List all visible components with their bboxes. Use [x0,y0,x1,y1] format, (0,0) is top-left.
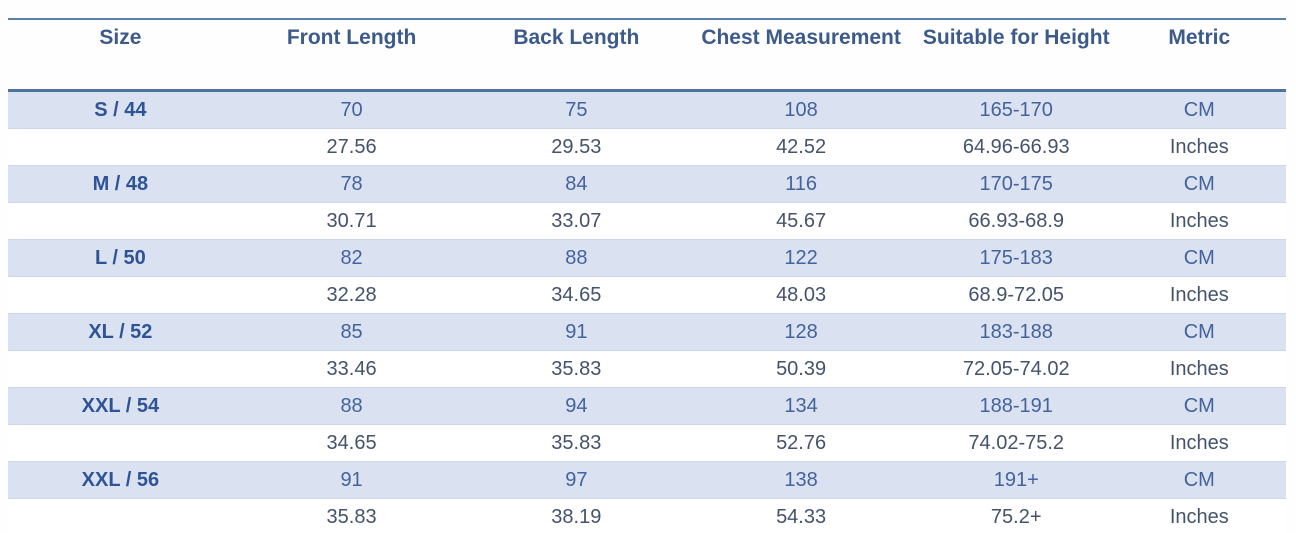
height-cell: 191+ [919,461,1113,499]
height-cell: 75.2+ [990,505,1042,528]
table-row-l50-inches: 32.28 34.65 48.03 68.9-72.05 Inches [8,276,1286,314]
back-length-cell: 75 [470,90,683,129]
size-chart-table: Size Front Length Back Length Chest Meas… [8,18,1286,533]
back-length-cell: 84 [470,165,683,203]
table-row-m48-inches: 30.71 33.07 45.67 66.93-68.9 Inches [8,202,1286,240]
front-length-cell: 78 [232,165,471,203]
height-cell: 72.05-74.02 [962,357,1070,380]
metric-cell: Inches [1169,135,1229,158]
column-header-chest-measurement: Chest Measurement [682,19,920,92]
chest-cell: 45.67 [776,209,827,232]
size-cell: M / 48 [8,165,233,203]
back-length-cell: 88 [470,239,683,277]
chest-cell: 54.33 [776,505,827,528]
front-length-cell: 85 [232,313,471,351]
front-length-cell: 34.65 [326,431,377,454]
table-row-s44-cm: S / 44 70 75 108 165-170 CM [8,90,1286,129]
height-cell: 64.96-66.93 [962,135,1070,158]
size-cell: XXL / 56 [8,461,233,499]
chest-cell: 42.52 [776,135,827,158]
metric-cell: CM [1112,461,1286,499]
table-row-xxl54-inches: 34.65 35.83 52.76 74.02-75.2 Inches [8,424,1286,462]
column-header-front-length: Front Length [232,19,471,92]
table-row-l50-cm: L / 50 82 88 122 175-183 CM [8,239,1286,277]
front-length-cell: 27.56 [326,135,377,158]
chest-cell: 122 [682,239,920,277]
size-cell: L / 50 [8,239,233,277]
front-length-cell: 30.71 [326,209,377,232]
size-cell [8,425,233,462]
size-cell: XXL / 54 [8,387,233,425]
chest-cell: 138 [682,461,920,499]
back-length-cell: 35.83 [551,357,602,380]
header-row: Size Front Length Back Length Chest Meas… [8,19,1286,92]
height-cell: 188-191 [919,387,1113,425]
metric-cell: Inches [1169,209,1229,232]
height-cell: 170-175 [919,165,1113,203]
front-length-cell: 70 [232,90,471,129]
size-cell [8,129,233,166]
back-length-cell: 33.07 [551,209,602,232]
height-cell: 66.93-68.9 [968,209,1065,232]
chest-cell: 52.76 [776,431,827,454]
front-length-cell: 82 [232,239,471,277]
column-header-size: Size [8,19,233,92]
front-length-cell: 32.28 [326,283,377,306]
metric-cell: Inches [1169,431,1229,454]
table-row-xxl56-cm: XXL / 56 91 97 138 191+ CM [8,461,1286,499]
front-length-cell: 35.83 [326,505,377,528]
metric-cell: CM [1112,90,1286,129]
table-row-s44-inches: 27.56 29.53 42.52 64.96-66.93 Inches [8,128,1286,166]
metric-cell: Inches [1169,283,1229,306]
size-cell [8,499,233,533]
back-length-cell: 38.19 [551,505,602,528]
table-body: S / 44 70 75 108 165-170 CM 27.56 29.53 … [8,90,1286,533]
table-row-m48-cm: M / 48 78 84 116 170-175 CM [8,165,1286,203]
chest-cell: 108 [682,90,920,129]
chest-cell: 48.03 [776,283,827,306]
chest-cell: 50.39 [776,357,827,380]
metric-cell: CM [1112,239,1286,277]
chest-cell: 128 [682,313,920,351]
chest-cell: 116 [682,165,920,203]
table-row-xxl56-inches: 35.83 38.19 54.33 75.2+ Inches [8,498,1286,533]
front-length-cell: 88 [232,387,471,425]
back-length-cell: 35.83 [551,431,602,454]
column-header-suitable-for-height: Suitable for Height [919,19,1113,92]
table-header: Size Front Length Back Length Chest Meas… [8,19,1286,92]
size-cell [8,203,233,240]
chest-cell: 134 [682,387,920,425]
front-length-cell: 91 [232,461,471,499]
size-cell [8,277,233,314]
height-cell: 165-170 [919,90,1113,129]
column-header-back-length: Back Length [470,19,683,92]
size-cell: S / 44 [8,90,233,129]
front-length-cell: 33.46 [326,357,377,380]
height-cell: 68.9-72.05 [968,283,1065,306]
table-row-xxl54-cm: XXL / 54 88 94 134 188-191 CM [8,387,1286,425]
metric-cell: CM [1112,313,1286,351]
back-length-cell: 94 [470,387,683,425]
column-header-metric: Metric [1112,19,1286,92]
table-row-xl52-inches: 33.46 35.83 50.39 72.05-74.02 Inches [8,350,1286,388]
back-length-cell: 91 [470,313,683,351]
size-cell: XL / 52 [8,313,233,351]
table-row-xl52-cm: XL / 52 85 91 128 183-188 CM [8,313,1286,351]
size-cell [8,351,233,388]
back-length-cell: 97 [470,461,683,499]
metric-cell: Inches [1169,357,1229,380]
back-length-cell: 29.53 [551,135,602,158]
height-cell: 183-188 [919,313,1113,351]
metric-cell: CM [1112,165,1286,203]
height-cell: 175-183 [919,239,1113,277]
metric-cell: CM [1112,387,1286,425]
metric-cell: Inches [1169,505,1229,528]
back-length-cell: 34.65 [551,283,602,306]
height-cell: 74.02-75.2 [968,431,1065,454]
